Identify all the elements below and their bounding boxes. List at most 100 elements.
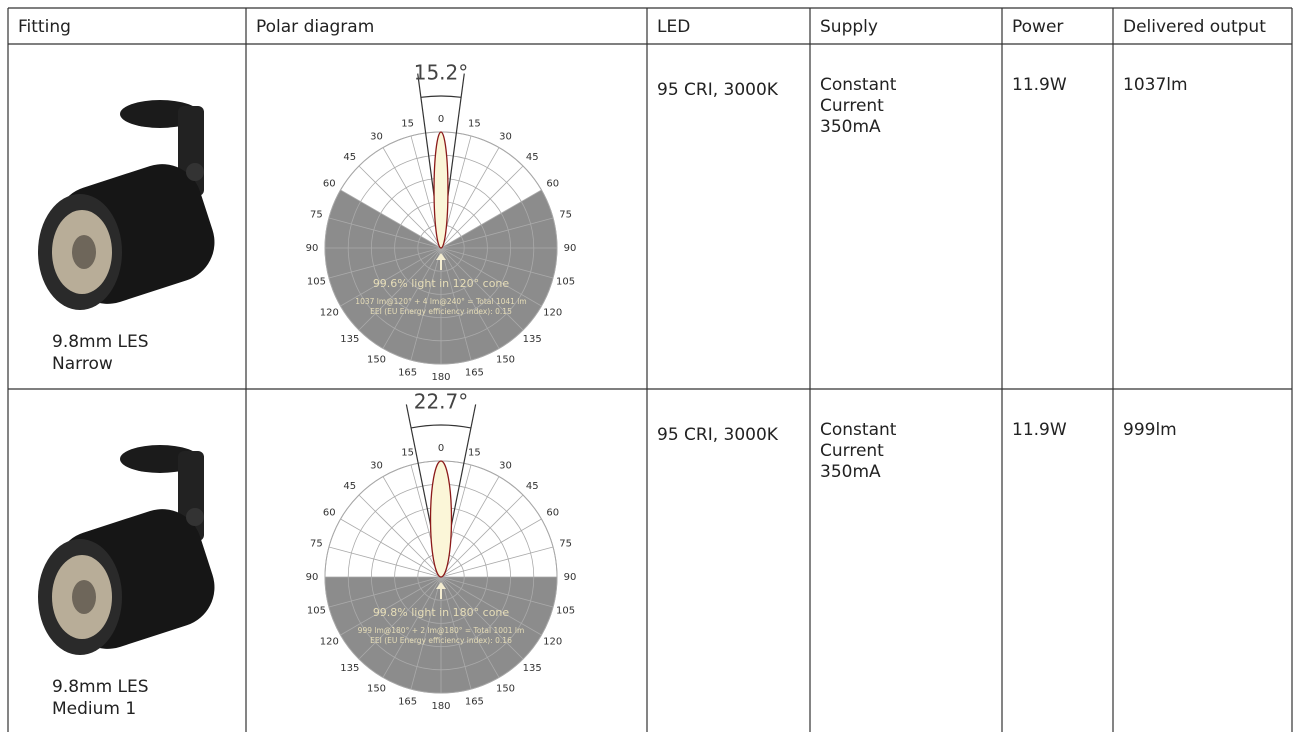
angle-label: 60 — [323, 179, 336, 190]
angle-label: 60 — [546, 179, 559, 190]
angle-label: 0 — [438, 114, 444, 125]
angle-label: 135 — [340, 334, 359, 345]
polar-spoke — [340, 247, 442, 307]
polar-spoke — [340, 518, 442, 578]
angle-label: 180 — [431, 701, 450, 712]
angle-label: 15 — [401, 118, 414, 129]
header-cell: Polar diagram — [256, 17, 374, 37]
polar-spoke — [440, 247, 472, 361]
cell-text: Constant — [820, 75, 897, 95]
angle-label: 105 — [307, 276, 326, 287]
beam-angle: 15.2° — [414, 61, 469, 85]
beam-arc — [420, 95, 462, 98]
angle-label: 135 — [523, 334, 542, 345]
polar-spoke — [410, 247, 442, 361]
polar-spoke — [440, 576, 554, 608]
angle-label: 75 — [559, 539, 572, 550]
polar-spoke — [328, 546, 442, 578]
polar-spoke — [440, 576, 542, 636]
polar-spoke — [358, 576, 442, 660]
polar-spoke — [440, 189, 542, 249]
angle-label: 30 — [499, 131, 512, 142]
angle-label: 90 — [306, 243, 319, 254]
header-cell: Supply — [820, 17, 878, 37]
polar-spoke — [358, 165, 442, 249]
cell-text: 95 CRI, 3000K — [657, 425, 779, 445]
angle-label: 180 — [431, 372, 450, 383]
header-cell: Delivered output — [1123, 17, 1266, 37]
angle-label: 135 — [340, 663, 359, 674]
angle-label: 150 — [367, 684, 386, 695]
angle-label: 75 — [310, 210, 323, 221]
angle-label: 60 — [546, 508, 559, 519]
polar-spoke — [440, 247, 524, 331]
polar-spoke — [328, 576, 442, 608]
angle-label: 90 — [564, 243, 577, 254]
beam-arc — [410, 424, 472, 429]
polar-spoke — [440, 147, 500, 249]
arrow-head — [436, 253, 446, 260]
light-lobe — [433, 131, 449, 249]
polar-spoke — [440, 476, 500, 578]
angle-label: 105 — [556, 605, 575, 616]
angle-label: 45 — [526, 152, 539, 163]
lens — [72, 580, 96, 614]
header-cell: LED — [657, 17, 690, 37]
cell-text: 9.8mm LES — [52, 332, 149, 352]
light-lobe — [429, 460, 453, 578]
cell-text: Narrow — [52, 354, 113, 374]
polar-spoke — [440, 576, 524, 660]
polar-spoke — [440, 217, 554, 249]
lumen-text: 1037 lm@120° + 4 lm@240° = Total 1041 lm — [355, 297, 526, 306]
header-cell: Power — [1012, 17, 1063, 37]
angle-label: 75 — [559, 210, 572, 221]
polar-spoke — [382, 147, 442, 249]
angle-label: 120 — [543, 308, 562, 319]
angle-label: 0 — [438, 443, 444, 454]
polar-spoke — [440, 247, 554, 279]
polar-spoke — [328, 217, 442, 249]
lumen-text: 999 lm@180° + 2 lm@180° = Total 1001 lm — [358, 626, 525, 635]
cell-text: 350mA — [820, 462, 881, 482]
cell-text: 1037lm — [1123, 75, 1188, 95]
polar-spoke — [340, 189, 442, 249]
polar-spoke — [440, 247, 542, 307]
polar-spoke — [328, 247, 442, 279]
angle-label: 75 — [310, 539, 323, 550]
cell-text: 9.8mm LES — [52, 677, 149, 697]
cell-text: Current — [820, 441, 884, 461]
angle-label: 165 — [465, 697, 484, 708]
fitting-image — [38, 445, 215, 655]
angle-label: 90 — [306, 572, 319, 583]
cell-text: 95 CRI, 3000K — [657, 80, 779, 100]
angle-label: 30 — [370, 131, 383, 142]
eei-text: EEI (EU Energy efficiency index): 0.15 — [370, 307, 512, 316]
angle-label: 45 — [343, 152, 356, 163]
angle-label: 150 — [496, 684, 515, 695]
angle-label: 165 — [398, 697, 417, 708]
polar-spoke — [382, 247, 442, 349]
knob — [186, 163, 204, 181]
angle-label: 15 — [401, 447, 414, 458]
angle-label: 135 — [523, 663, 542, 674]
angle-label: 150 — [496, 355, 515, 366]
angle-label: 105 — [556, 276, 575, 287]
polar-spoke — [340, 576, 442, 636]
angle-label: 60 — [323, 508, 336, 519]
polar-spoke — [440, 247, 500, 349]
angle-label: 90 — [564, 572, 577, 583]
angle-label: 15 — [468, 118, 481, 129]
polar-spoke — [382, 476, 442, 578]
angle-label: 105 — [307, 605, 326, 616]
angle-label: 30 — [370, 460, 383, 471]
angle-label: 120 — [320, 308, 339, 319]
polar-spoke — [440, 576, 500, 678]
fitting-image — [38, 100, 215, 310]
lens — [72, 235, 96, 269]
cell-text: 11.9W — [1012, 420, 1067, 440]
cell-text: Current — [820, 96, 884, 116]
cone-text: 99.8% light in 180° cone — [373, 606, 510, 619]
polar-spoke — [358, 247, 442, 331]
cell-text: 11.9W — [1012, 75, 1067, 95]
eei-text: EEI (EU Energy efficiency index): 0.16 — [370, 636, 512, 645]
